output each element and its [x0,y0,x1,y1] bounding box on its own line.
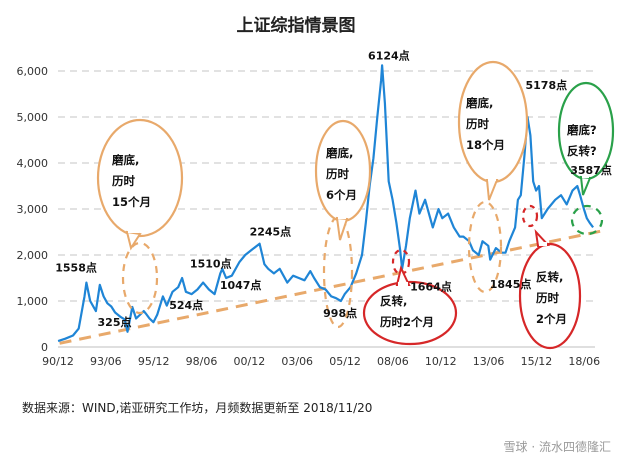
callout-text: 2个月 [536,312,567,326]
bottom-zone-marker [322,215,354,329]
x-tick-label: 13/06 [473,355,505,368]
y-axis-ticks: 0 1,000 2,000 3,000 4,000 5,000 6,000 [17,65,49,354]
callout-bubble [362,280,458,346]
point-label: 3587点 [570,163,612,177]
x-tick-label: 98/06 [186,355,218,368]
x-tick-label: 15/12 [521,355,553,368]
point-label: 1510点 [190,257,232,271]
price-series [57,64,594,343]
callout-text: 历时 [112,174,135,188]
bottom-zone-marker [467,200,503,294]
callout-tail [125,230,142,251]
x-tick-label: 95/12 [138,355,170,368]
y-tick-label: 3,000 [17,203,49,216]
x-tick-label: 00/12 [234,355,266,368]
x-tick-label: 93/06 [90,355,122,368]
support-trend-line [59,229,602,345]
callout-text: 6个月 [326,188,357,202]
point-label: 5178点 [525,78,567,92]
callout-tail-mask [488,177,496,181]
annotations: 磨底,历时15个月磨底,历时6个月磨底,历时18个月磨底?反转?反转,历时2个月… [96,60,615,350]
callout-text: 历时 [536,291,559,305]
index-price-line [57,64,594,343]
chart-title: 上证综指情景图 [237,15,356,36]
callout-text: 磨底, [465,96,493,110]
point-label: 524点 [169,298,203,312]
reversal-marker [521,204,539,228]
x-axis-ticks: 90/12 93/06 95/12 98/06 00/12 03/06 05/12 08/06… [42,355,600,368]
callout-text: 磨底, [325,146,353,160]
callout-tail-mask [539,242,547,246]
point-label: 6124点 [368,48,410,62]
callout-text: 反转, [536,270,563,284]
x-tick-label: 05/12 [329,355,361,368]
callout-tail-mask [338,215,346,219]
x-tick-label: 10/12 [425,355,457,368]
callout-tail-mask [582,174,589,178]
point-label: 1845点 [490,277,532,291]
bottom-zone-marker [121,241,159,315]
point-labels: 1558点 325点 524点 1510点 2245点 1047点 998点 6124点 166… [55,48,612,329]
y-tick-label: 4,000 [17,157,49,170]
y-tick-label: 1,000 [17,295,49,308]
callout-text: 历时2个月 [380,315,434,329]
point-label: 1047点 [220,278,262,292]
callout-tail-mask [128,229,139,233]
trend-line [59,229,602,345]
y-tick-label: 6,000 [17,65,49,78]
callout-text: 磨底, [111,153,139,167]
point-label: 1558点 [55,260,97,274]
callout-text: 磨底? [566,123,597,137]
callout-text: 反转? [567,144,597,158]
callout-tail-mask [398,282,408,286]
callout-text: 18个月 [466,138,505,152]
callout-text: 历时 [326,167,349,181]
y-tick-label: 5,000 [17,111,49,124]
point-label: 1664点 [410,279,452,293]
x-tick-label: 18/06 [568,355,600,368]
callout-text: 15个月 [112,195,151,209]
callout-tail [579,175,592,196]
x-tick-label: 90/12 [42,355,74,368]
x-tick-label: 08/06 [377,355,409,368]
point-label: 2245点 [250,225,292,239]
bottom-zone-marker [570,204,604,236]
callout-tail [485,179,499,201]
y-tick-label: 0 [41,341,48,354]
data-source-note: 数据来源：WIND,诺亚研究工作坊，月频数据更新至 2018/11/20 [22,401,373,415]
callout-bubble [96,118,184,238]
callout-bubble [518,242,582,350]
point-label: 998点 [323,306,357,320]
callout-text: 历时 [466,117,489,131]
callout-text: 反转, [380,294,407,308]
y-tick-label: 2,000 [17,249,49,262]
watermark-text: 雪球 · 流水四德隆汇 [503,440,611,454]
point-label: 325点 [98,315,132,329]
callout-tail [335,216,349,241]
reversal-marker [391,248,411,276]
x-tick-label: 03/06 [281,355,313,368]
